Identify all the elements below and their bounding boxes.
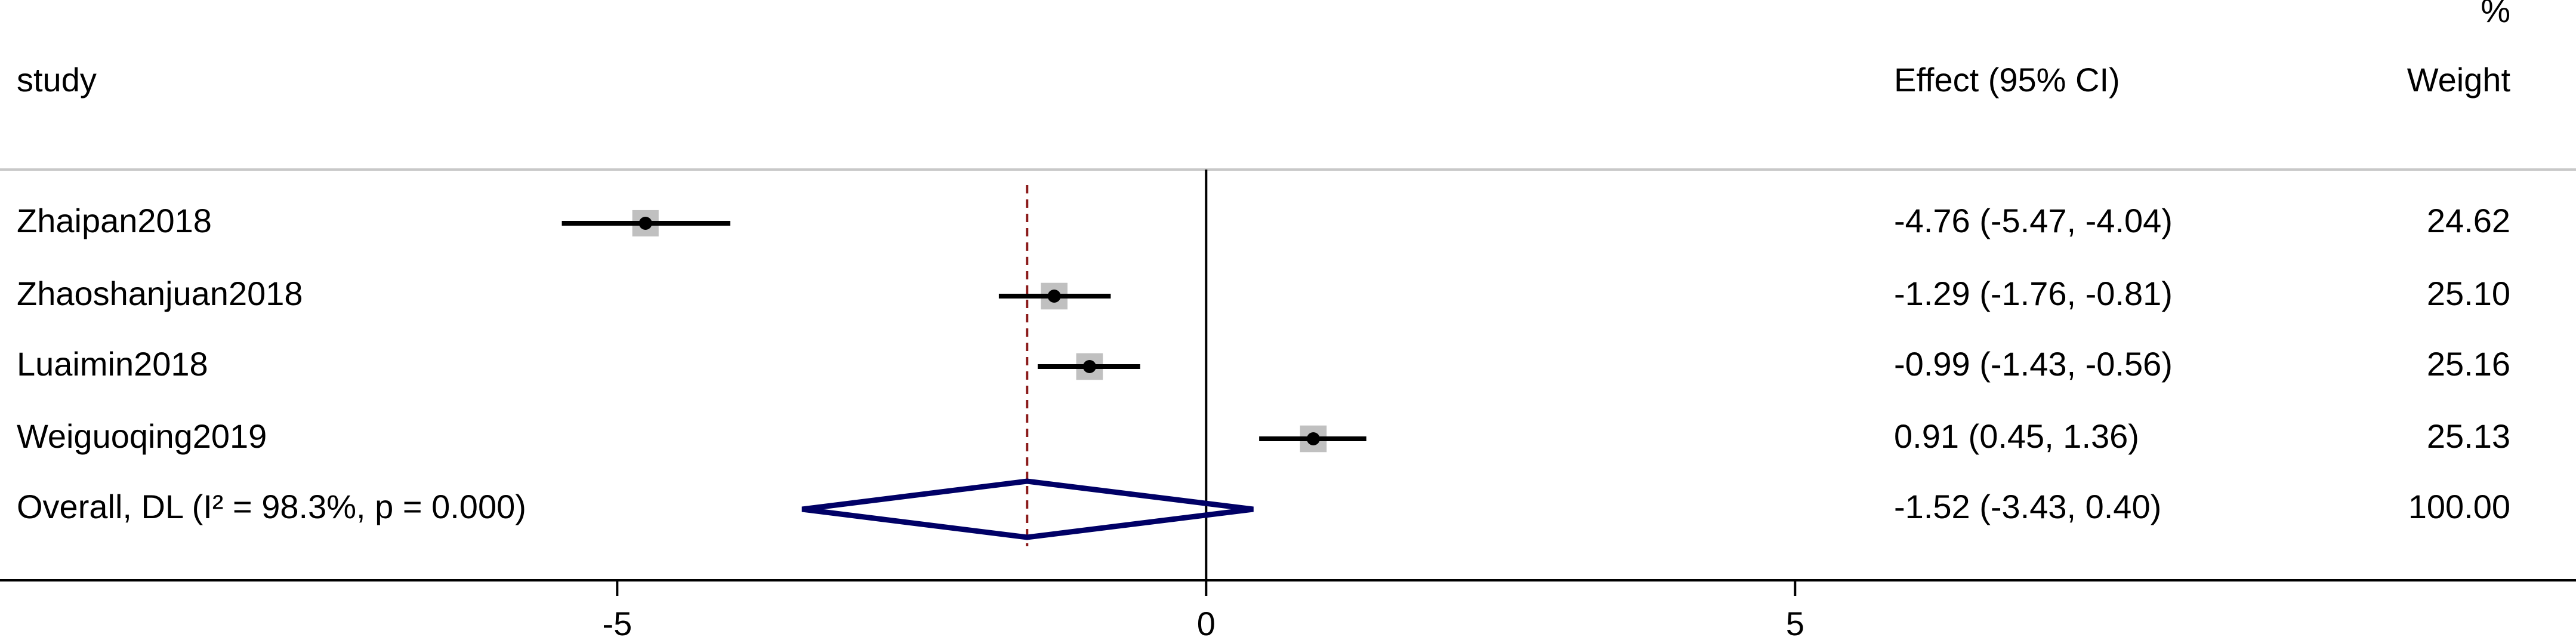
- point-estimate: [1047, 290, 1061, 303]
- study-label: Zhaoshanjuan2018: [17, 275, 303, 312]
- x-tick-label: 5: [1786, 605, 1804, 640]
- overall-effect-label: -1.52 (-3.43, 0.40): [1894, 488, 2161, 525]
- weight-unit-header: %: [2481, 0, 2510, 29]
- weight-label: 25.13: [2427, 417, 2510, 455]
- effect-label: -1.29 (-1.76, -0.81): [1894, 275, 2173, 312]
- overall-diamond: [801, 478, 1254, 540]
- effect-label: 0.91 (0.45, 1.36): [1894, 417, 2139, 455]
- weight-label: 25.10: [2427, 275, 2510, 312]
- point-estimate: [1306, 432, 1320, 445]
- point-estimate: [638, 217, 652, 230]
- weight-label: 25.16: [2427, 345, 2510, 383]
- weight-label: 24.62: [2427, 202, 2510, 239]
- study-header: study: [17, 61, 97, 99]
- effect-label: -4.76 (-5.47, -4.04): [1894, 202, 2173, 239]
- study-label: Luaimin2018: [17, 345, 208, 383]
- effect-header: Effect (95% CI): [1894, 61, 2120, 99]
- weight-header: Weight: [2407, 61, 2511, 99]
- overall-weight-label: 100.00: [2408, 488, 2510, 525]
- study-label: Weiguoqing2019: [17, 417, 267, 455]
- overall-label: Overall, DL (I² = 98.3%, p = 0.000): [17, 488, 526, 525]
- study-label: Zhaipan2018: [17, 202, 212, 239]
- point-estimate: [1082, 360, 1096, 373]
- effect-label: -0.99 (-1.43, -0.56): [1894, 345, 2173, 383]
- x-tick-label: -5: [602, 605, 632, 640]
- x-tick-label: 0: [1197, 605, 1215, 640]
